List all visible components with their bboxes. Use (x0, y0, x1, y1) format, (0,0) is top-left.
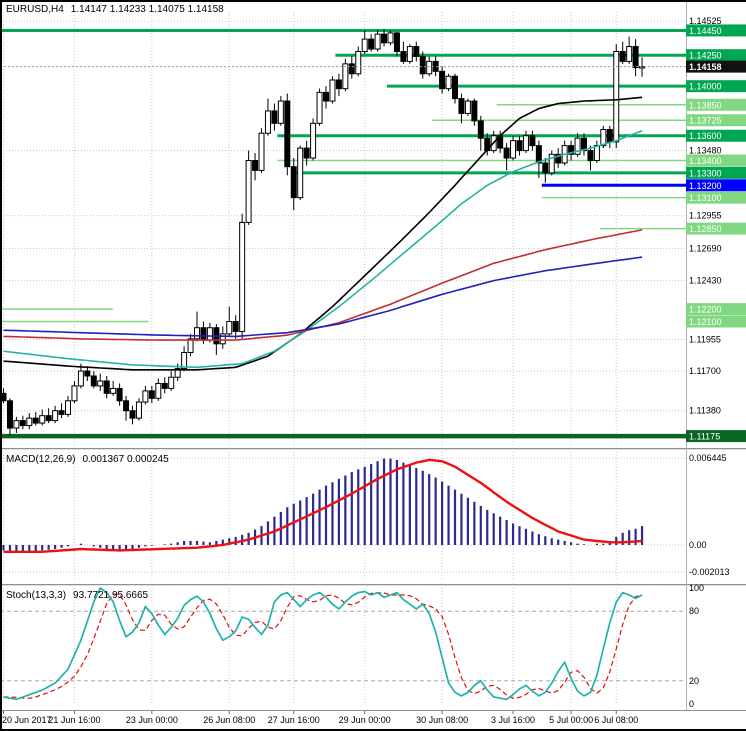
ma-red (3, 229, 643, 341)
price-level-badge (686, 315, 746, 328)
svg-text:1.13100: 1.13100 (689, 193, 722, 203)
price-level-badge (686, 303, 746, 316)
svg-text:1.14450: 1.14450 (689, 26, 722, 36)
current-price-badge (686, 60, 746, 73)
time-axis-label: 30 Jun 08:00 (416, 715, 468, 725)
price-level-badge (686, 114, 746, 127)
svg-text:1.13600: 1.13600 (689, 131, 722, 141)
price-level-badge (686, 98, 746, 111)
price-axis-label: 1.12955 (689, 211, 722, 221)
main-chart-header: EURUSD,H4 1.14147 1.14233 1.14075 1.1415… (6, 4, 224, 15)
svg-text:1.12850: 1.12850 (689, 224, 722, 234)
price-level-badge (686, 80, 746, 93)
price-level-badge (686, 222, 746, 235)
ma-black (3, 96, 643, 371)
price-axis-label: 1.11700 (689, 366, 721, 376)
price-axis: 1.14525 1.13480 1.12955 1.12690 1.12430 1.119… (686, 16, 746, 709)
svg-text:1.13725: 1.13725 (689, 116, 722, 126)
time-axis-label: 3 Jul 16:00 (491, 715, 535, 725)
svg-text:1.13200: 1.13200 (689, 181, 722, 191)
ma-blue (3, 256, 643, 338)
stoch-axis-label: 80 (689, 606, 699, 616)
price-axis-label: 1.14525 (689, 16, 722, 26)
macd-indicator-values: 0.001367 0.000245 (82, 454, 169, 465)
svg-text:1.13400: 1.13400 (689, 156, 722, 166)
macd-axis-label: -0.002013 (689, 567, 730, 577)
grid-lines (0, 12, 686, 714)
candles-layer (0, 29, 646, 436)
price-level-badge (686, 129, 746, 142)
svg-text:1.12200: 1.12200 (689, 305, 722, 315)
time-axis-label: 26 Jun 08:00 (203, 715, 255, 725)
time-axis-label: 20 Jun 2017 (2, 715, 52, 725)
time-axis-label: 5 Jul 00:00 (549, 715, 593, 725)
price-axis-label: 1.11380 (689, 406, 721, 416)
svg-text:1.14000: 1.14000 (689, 82, 722, 92)
price-level-badge (686, 179, 746, 192)
ohlc-values: 1.14147 1.14233 1.14075 1.14158 (70, 4, 224, 15)
time-axis-label: 21 Jun 16:00 (48, 715, 100, 725)
macd-panel (2, 458, 644, 554)
svg-text:1.14158: 1.14158 (689, 62, 722, 72)
stoch-indicator-values: 93.7721 95.6665 (73, 590, 149, 601)
price-axis-label: 1.11955 (689, 334, 721, 344)
stoch-axis-label: 20 (689, 676, 699, 686)
macd-axis-label: 0.00 (689, 540, 707, 550)
price-axis-label: 1.12430 (689, 276, 722, 286)
symbol-timeframe-label: EURUSD,H4 (6, 4, 64, 15)
support-resistance-levels (0, 28, 686, 439)
ma-teal (3, 130, 643, 369)
stoch-axis-label: 100 (689, 583, 704, 593)
price-level-badge (686, 49, 746, 62)
time-axis-label: 6 Jul 08:00 (594, 715, 638, 725)
stochastic-panel (3, 586, 643, 701)
price-level-badge (686, 166, 746, 179)
price-level-badge (686, 154, 746, 167)
svg-text:1.11175: 1.11175 (689, 432, 720, 442)
time-axis-label: 27 Jun 16:00 (268, 715, 320, 725)
price-level-badge (686, 191, 746, 204)
price-level-badge (686, 430, 746, 443)
stoch-axis-label: 0 (689, 699, 694, 709)
svg-text:1.13850: 1.13850 (689, 100, 722, 110)
macd-indicator-name: MACD(12,26,9) (6, 454, 76, 465)
stoch-header: Stoch(13,3,3) 93.7721 95.6665 (6, 590, 148, 601)
svg-text:1.14250: 1.14250 (689, 51, 722, 61)
svg-text:1.13300: 1.13300 (689, 168, 722, 178)
time-axis-label: 23 Jun 00:00 (126, 715, 178, 725)
price-axis-label: 1.12690 (689, 243, 722, 253)
time-axis-label: 29 Jun 00:00 (339, 715, 391, 725)
macd-axis-label: 0.006445 (689, 453, 727, 463)
price-axis-label: 1.13480 (689, 146, 722, 156)
macd-header: MACD(12,26,9) 0.001367 0.000245 (6, 454, 169, 465)
svg-text:1.12100: 1.12100 (689, 317, 722, 327)
stoch-indicator-name: Stoch(13,3,3) (6, 590, 67, 601)
price-level-badge (686, 24, 746, 37)
